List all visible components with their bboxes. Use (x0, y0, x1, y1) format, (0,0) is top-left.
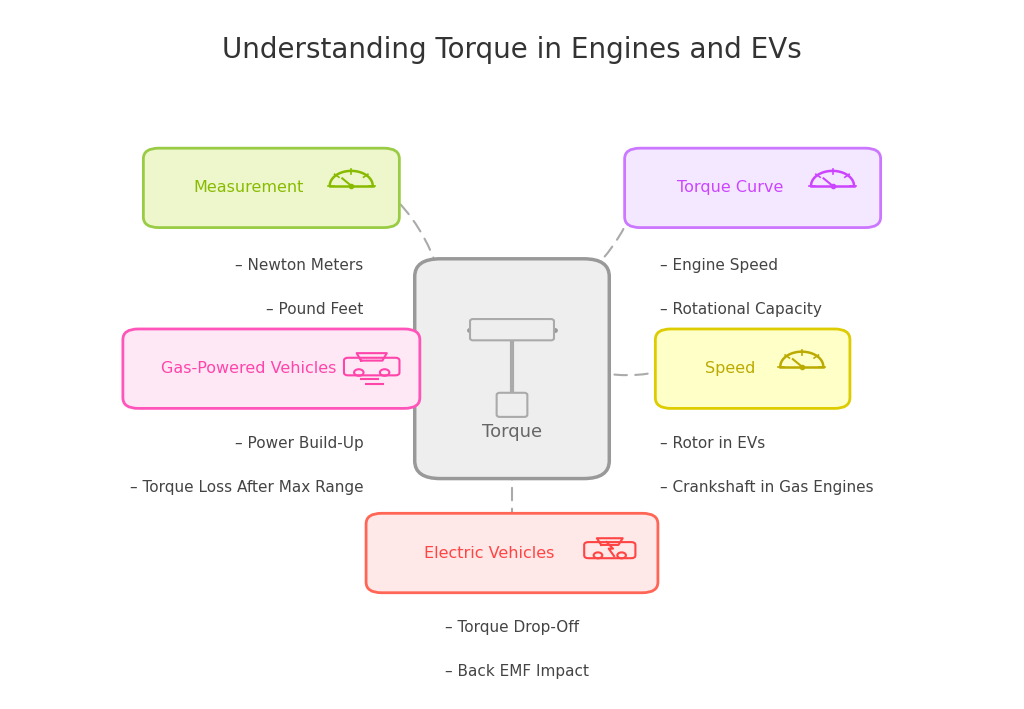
Text: Electric Vehicles: Electric Vehicles (424, 545, 555, 561)
Text: – Back EMF Impact: – Back EMF Impact (445, 664, 590, 679)
FancyBboxPatch shape (655, 329, 850, 408)
FancyBboxPatch shape (123, 329, 420, 408)
Text: Measurement: Measurement (194, 180, 304, 196)
Text: Torque: Torque (482, 423, 542, 442)
Text: Understanding Torque in Engines and EVs: Understanding Torque in Engines and EVs (222, 35, 802, 64)
FancyBboxPatch shape (625, 148, 881, 228)
FancyBboxPatch shape (470, 319, 554, 340)
Text: – Engine Speed: – Engine Speed (660, 258, 778, 274)
Text: Gas-Powered Vehicles: Gas-Powered Vehicles (161, 361, 337, 376)
Text: – Newton Meters: – Newton Meters (236, 258, 364, 274)
Text: – Crankshaft in Gas Engines: – Crankshaft in Gas Engines (660, 479, 874, 495)
FancyBboxPatch shape (497, 393, 527, 417)
Text: – Rotational Capacity: – Rotational Capacity (660, 302, 822, 318)
Text: – Rotor in EVs: – Rotor in EVs (660, 435, 766, 451)
FancyBboxPatch shape (415, 259, 609, 479)
FancyBboxPatch shape (367, 513, 658, 593)
Text: – Pound Feet: – Pound Feet (266, 302, 364, 318)
FancyBboxPatch shape (143, 148, 399, 228)
Text: – Torque Loss After Max Range: – Torque Loss After Max Range (130, 479, 364, 495)
Text: Speed: Speed (705, 361, 756, 376)
Text: – Power Build-Up: – Power Build-Up (234, 435, 364, 451)
Text: Torque Curve: Torque Curve (677, 180, 783, 196)
Text: – Torque Drop-Off: – Torque Drop-Off (445, 620, 580, 635)
